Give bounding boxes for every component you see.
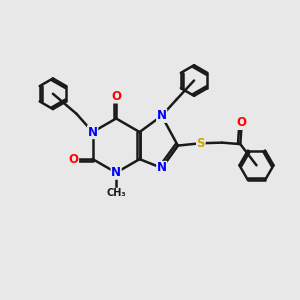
Text: S: S — [196, 137, 205, 150]
Text: O: O — [111, 90, 121, 103]
Text: N: N — [157, 161, 167, 175]
Text: O: O — [237, 116, 247, 129]
Text: N: N — [88, 125, 98, 139]
Text: N: N — [157, 109, 167, 122]
Text: N: N — [111, 166, 121, 179]
Text: O: O — [68, 153, 79, 166]
Text: CH₃: CH₃ — [106, 188, 126, 198]
